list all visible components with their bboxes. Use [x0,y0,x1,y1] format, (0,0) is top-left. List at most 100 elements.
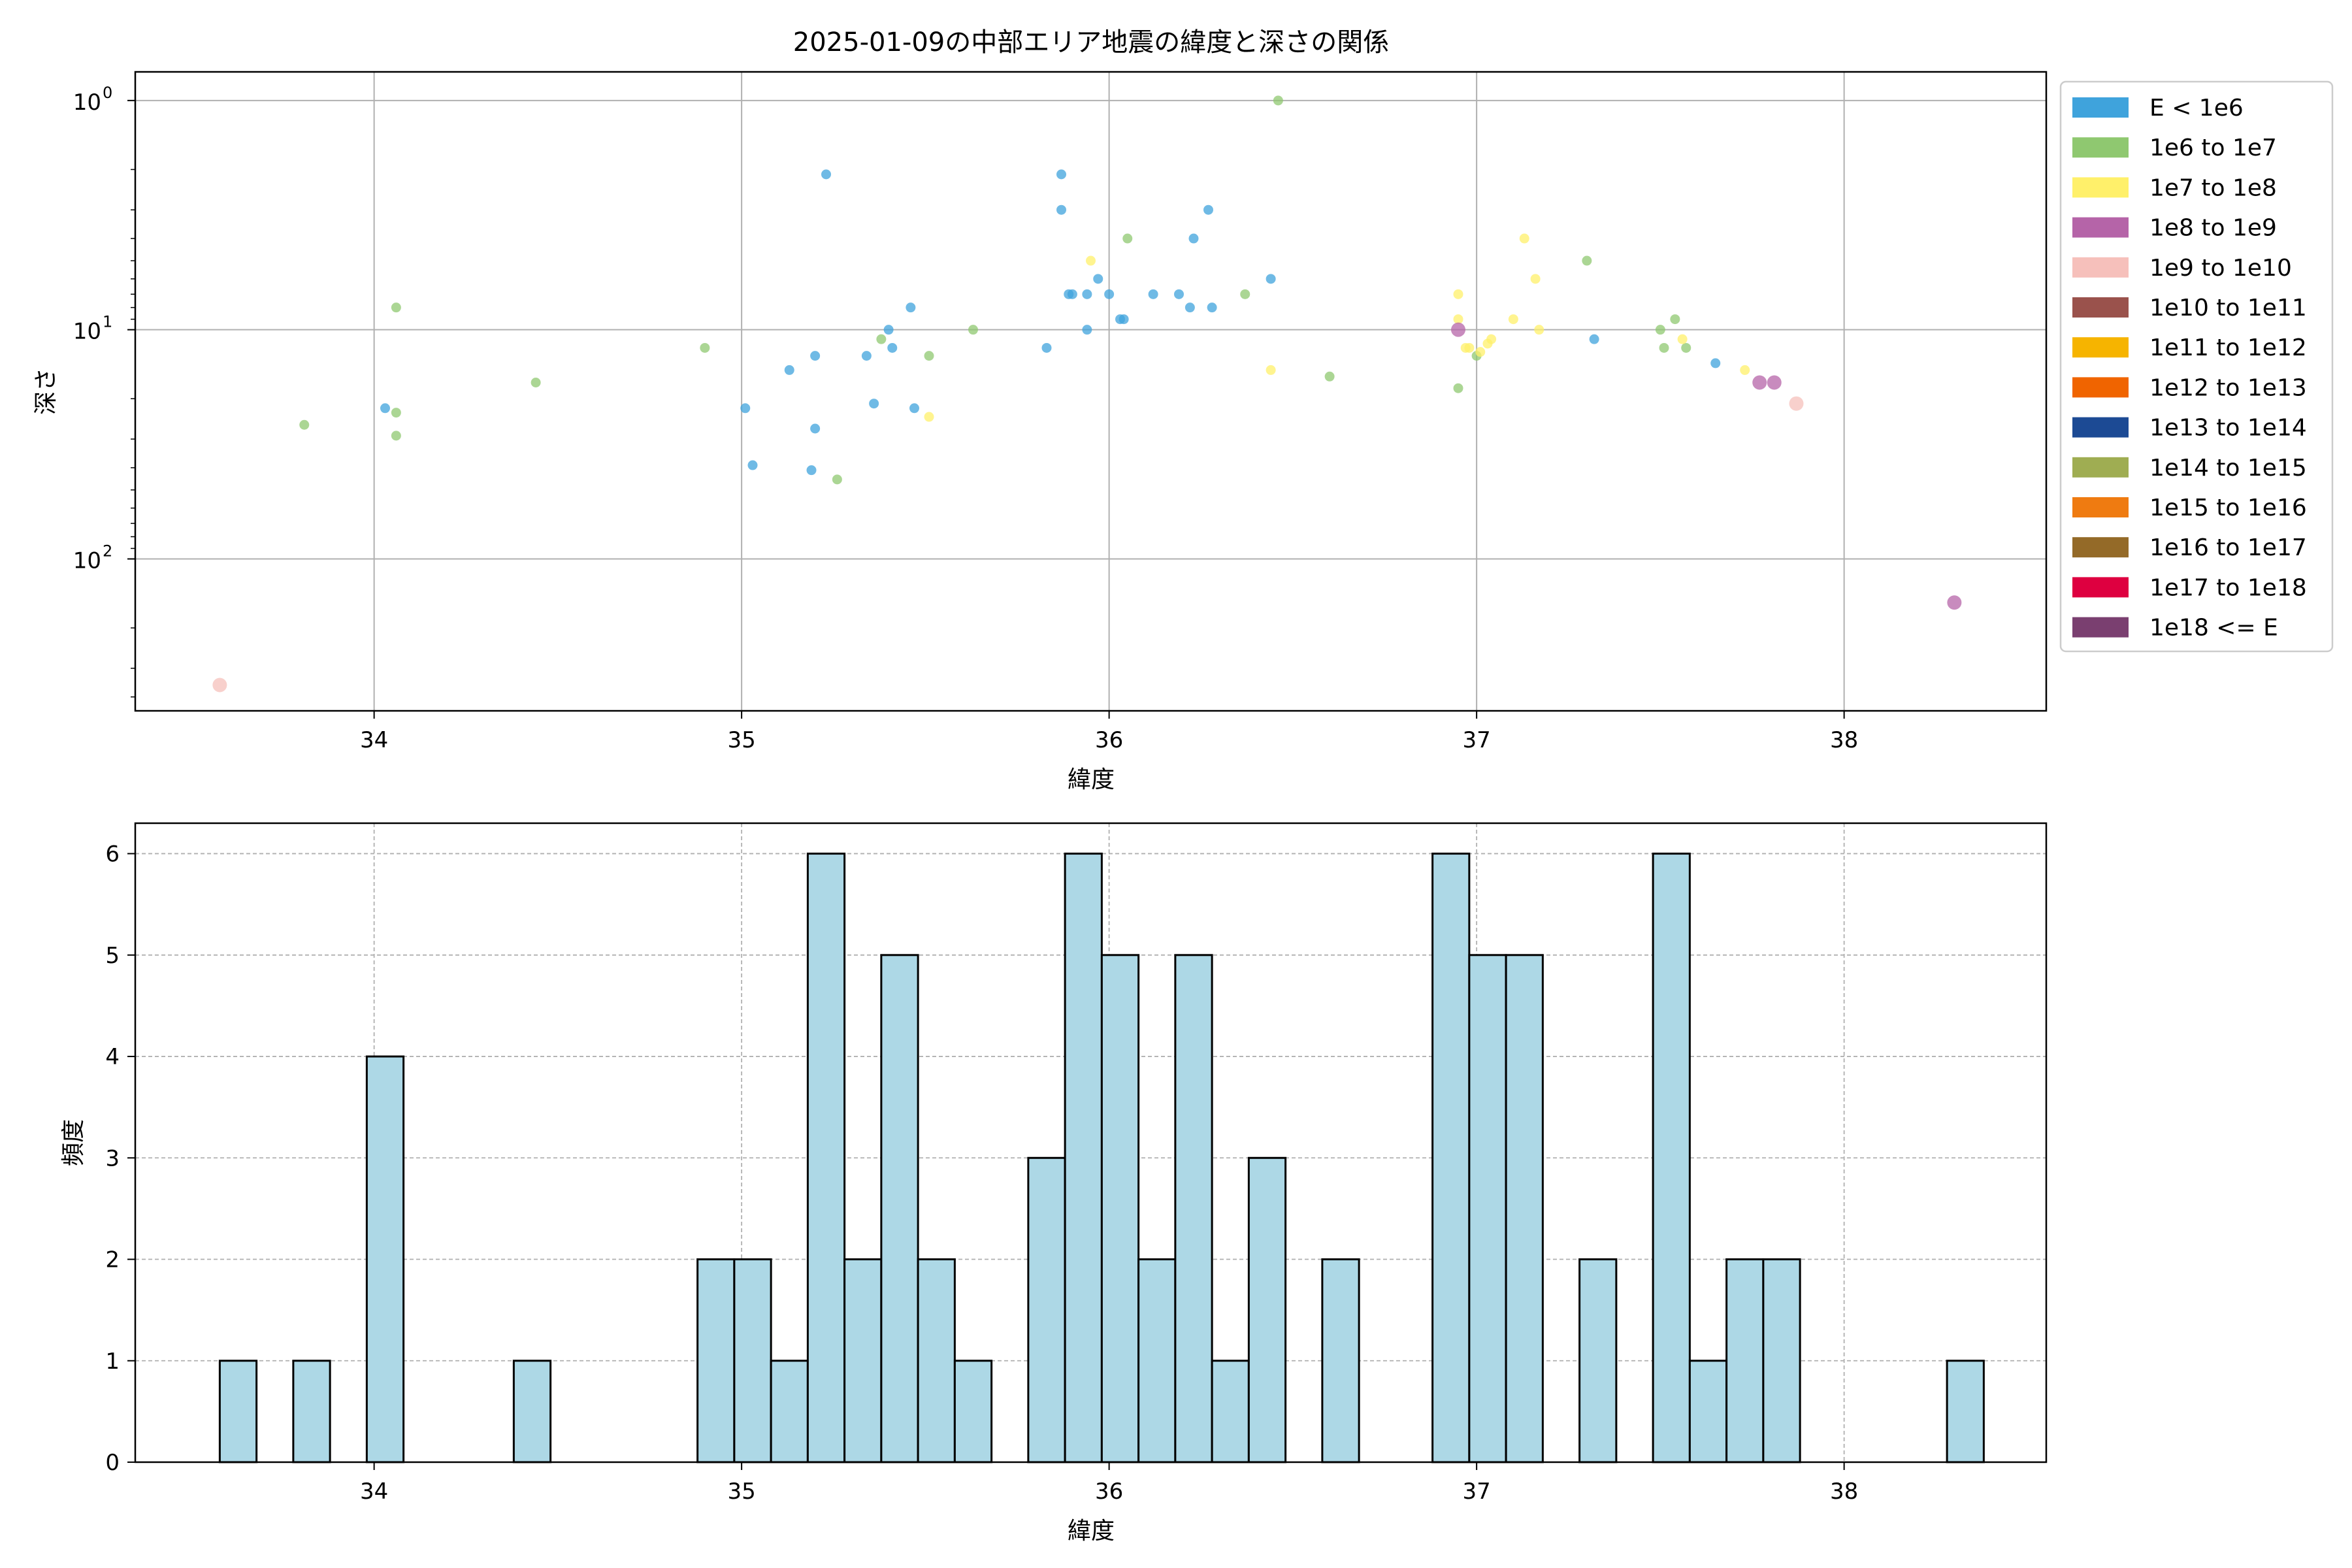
legend-label: 1e8 to 1e9 [2149,215,2277,242]
scatter-point [212,678,227,693]
histogram-bar [1725,1258,1765,1463]
legend-label: 1e11 to 1e12 [2149,335,2307,361]
histogram-bar [953,1360,993,1463]
legend-swatch [2072,97,2129,118]
scatter-frame [134,71,2048,712]
scatter-y-tick-exponent: 2 [103,542,112,560]
legend-label: 1e10 to 1e11 [2149,295,2307,321]
scatter-point [1174,289,1184,299]
scatter-point [1324,371,1335,382]
scatter-point [887,342,898,353]
scatter-point [1451,322,1465,337]
histogram-y-ticks: 0 1 2 3 4 5 6 [105,841,135,1476]
legend-swatch [2072,577,2129,598]
scatter-x-ticks: 34 35 36 37 38 [360,711,1858,753]
scatter-point [810,351,821,361]
scatter-y-tick-label: 10 [73,547,101,574]
legend: E < 1e6 1e6 to 1e7 1e7 to 1e8 1e8 to 1e9 1e9… [2059,80,2334,653]
legend-swatch [2072,297,2129,318]
scatter-point [1508,314,1518,325]
histogram-bar [1431,853,1471,1463]
scatter-point [1710,358,1721,368]
scatter-point [906,302,916,313]
legend-swatch [2072,337,2129,358]
legend-label: 1e9 to 1e10 [2149,255,2292,282]
histogram-bar [1321,1258,1360,1463]
histogram-frame [134,822,2048,1463]
histogram-bar [365,1055,405,1463]
histogram-bar [806,853,846,1463]
scatter-point [1519,233,1529,244]
histogram-x-tick-label: 38 [1830,1478,1858,1505]
scatter-point [1207,302,1217,313]
scatter-point [700,342,710,353]
scatter-point [1453,314,1463,325]
legend-label: E < 1e6 [2149,95,2244,122]
scatter-x-tick-label: 36 [1095,727,1123,753]
scatter-point [1475,347,1486,357]
legend-swatch [2072,137,2129,158]
histogram-bar [1100,954,1140,1463]
scatter-point [1273,95,1283,106]
scatter-point [531,378,541,388]
legend-label: 1e17 to 1e18 [2149,574,2307,601]
scatter-point [1122,233,1133,244]
scatter-point [784,365,794,375]
legend-label: 1e6 to 1e7 [2149,135,2277,161]
histogram-bar [1174,954,1213,1463]
scatter-point [909,403,919,414]
scatter-point [1240,289,1250,299]
scatter-point [380,403,390,414]
scatter-point [861,351,872,361]
legend-swatch [2072,177,2129,198]
histogram-bar [1762,1258,1801,1463]
scatter-point [883,325,894,335]
scatter-point [876,334,887,344]
legend-swatch [2072,257,2129,278]
scatter-point [1482,338,1493,349]
scatter-x-tick-label: 38 [1830,727,1858,753]
scatter-point [1086,255,1096,266]
scatter-point [924,351,934,361]
scatter-y-tick-label: 10 [73,90,101,116]
scatter-point [1670,314,1680,325]
histogram-x-ticks: 34 35 36 37 38 [360,1462,1858,1505]
scatter-point [1203,204,1213,215]
scatter-point [391,302,401,313]
scatter-point [1093,274,1103,284]
histogram-bars [218,853,1985,1463]
scatter-point [1266,365,1276,375]
legend-label: 1e13 to 1e14 [2149,415,2307,442]
histogram-bar [696,1258,736,1463]
scatter-point [1740,365,1750,375]
histogram-bar [880,954,919,1463]
scatter-point [1104,289,1115,299]
scatter-point [1266,274,1276,284]
scatter-point [747,460,758,470]
scatter-point [1119,314,1129,325]
histogram-y-axis-label: 頻度 [60,1119,87,1166]
histogram-bar [1211,1360,1250,1463]
scatter-y-axis-label: 深さ [33,368,59,415]
histogram-x-tick-label: 34 [360,1478,388,1505]
scatter-point [1041,342,1052,353]
legend-swatch [2072,417,2129,438]
figure-title: 2025-01-09の中部エリア地震の緯度と深さの関係 [793,27,1389,57]
scatter-point [806,465,817,476]
scatter-point [1582,255,1592,266]
scatter-point [1067,289,1077,299]
histogram-bar [1064,853,1103,1463]
scatter-point [299,419,310,430]
histogram-bar [1578,1258,1618,1463]
legend-items: E < 1e6 1e6 to 1e7 1e7 to 1e8 1e8 to 1e9 1e9… [2072,95,2307,642]
histogram-bar [218,1360,258,1463]
scatter-plot-area [135,72,2046,711]
scatter-point [821,169,831,180]
legend-swatch [2072,217,2129,238]
legend-swatch [2072,497,2129,517]
scatter-x-tick-label: 34 [360,727,388,753]
histogram-x-tick-label: 37 [1462,1478,1490,1505]
histogram-bar [1505,954,1544,1463]
